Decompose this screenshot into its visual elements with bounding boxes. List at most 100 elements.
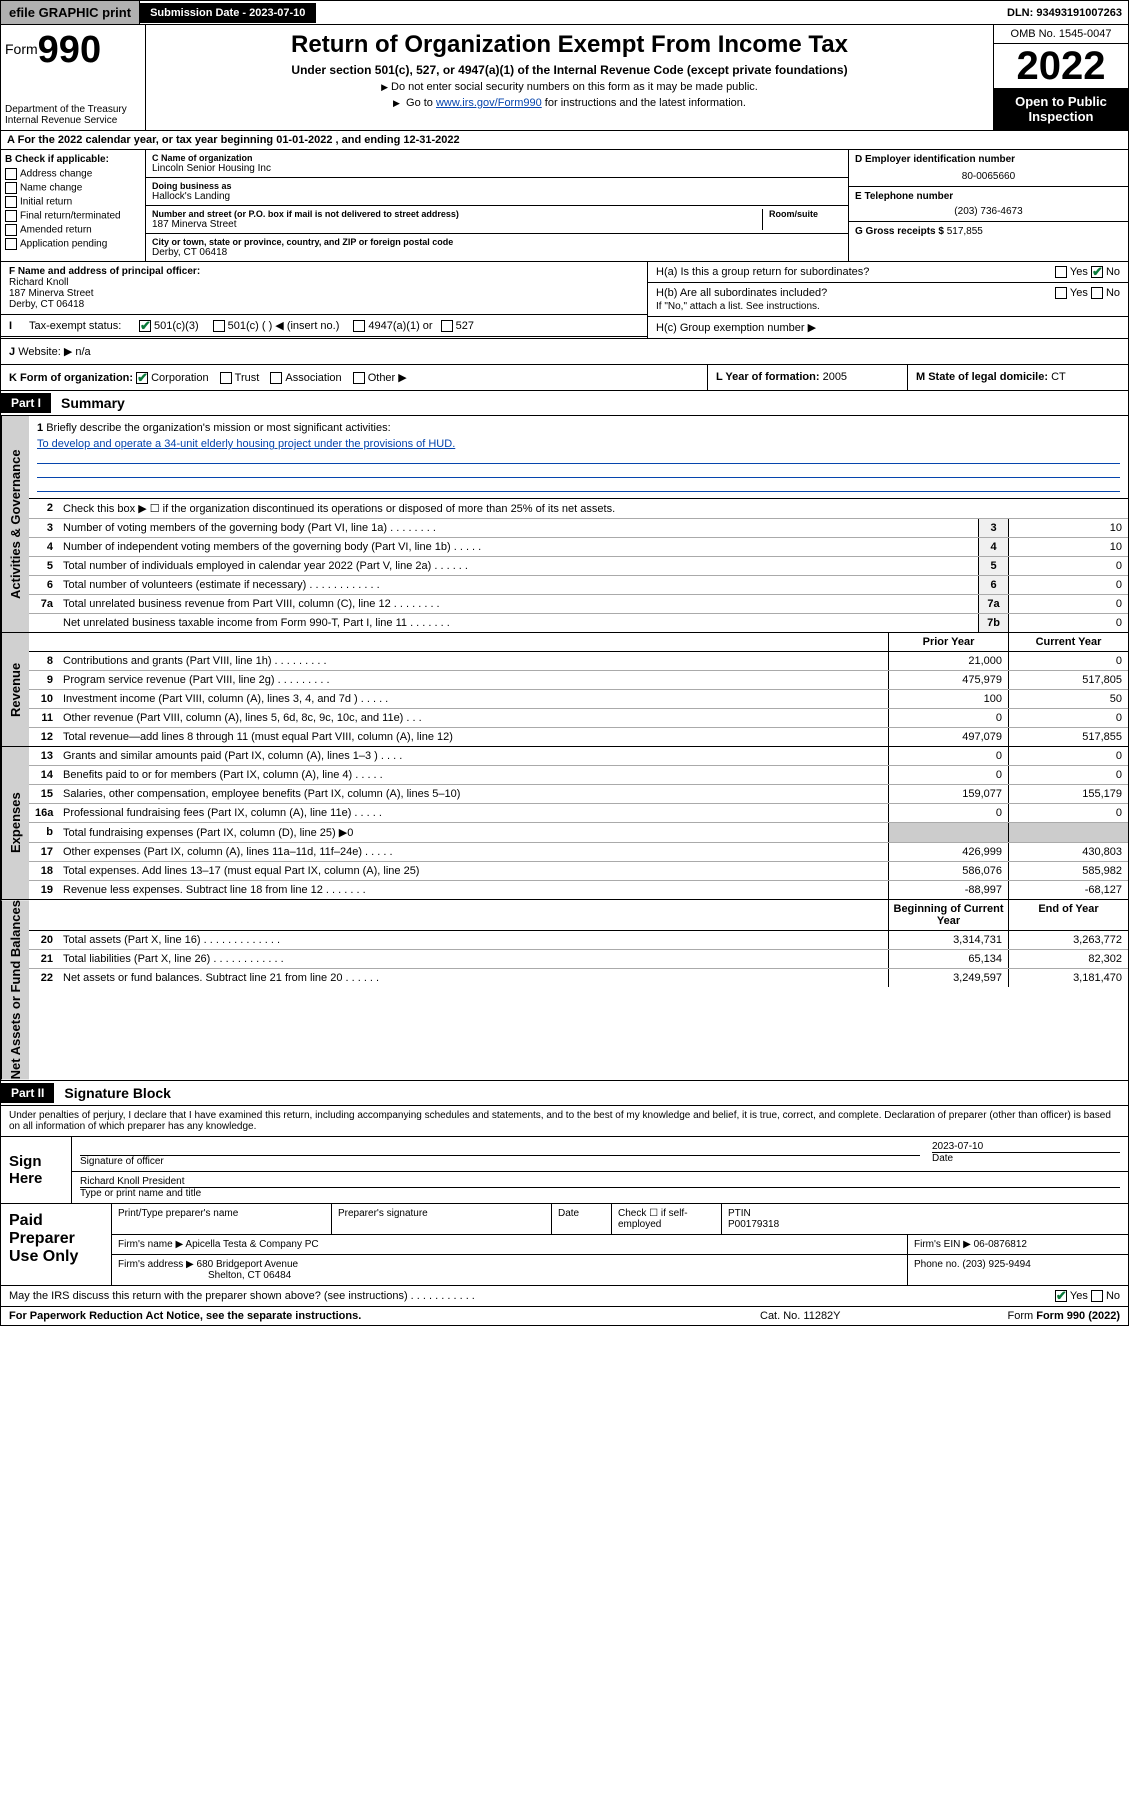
perjury-declaration: Under penalties of perjury, I declare th… bbox=[1, 1106, 1128, 1137]
netassets-line: 21Total liabilities (Part X, line 26) . … bbox=[29, 950, 1128, 969]
submission-date-button[interactable]: Submission Date - 2023-07-10 bbox=[140, 3, 316, 23]
revenue-line: 12Total revenue—add lines 8 through 11 (… bbox=[29, 728, 1128, 746]
gov-line: 3Number of voting members of the governi… bbox=[29, 519, 1128, 538]
page-footer: For Paperwork Reduction Act Notice, see … bbox=[0, 1307, 1129, 1326]
firm-name: Apicella Testa & Company PC bbox=[185, 1239, 318, 1250]
form-title: Return of Organization Exempt From Incom… bbox=[152, 31, 987, 59]
revenue-line: 10Investment income (Part VIII, column (… bbox=[29, 690, 1128, 709]
cb-corp[interactable] bbox=[136, 372, 148, 384]
box-c: C Name of organization Lincoln Senior Ho… bbox=[146, 150, 848, 261]
cb-4947[interactable] bbox=[353, 320, 365, 332]
state-domicile: CT bbox=[1051, 371, 1066, 383]
section-revenue: Revenue Prior YearCurrent Year 8Contribu… bbox=[0, 633, 1129, 747]
box-klm: K Form of organization: Corporation Trus… bbox=[0, 365, 1129, 391]
netassets-line: 22Net assets or fund balances. Subtract … bbox=[29, 969, 1128, 987]
sign-here-label: Sign Here bbox=[1, 1137, 71, 1203]
cb-hb-yes[interactable] bbox=[1055, 287, 1067, 299]
box-i: I Tax-exempt status: 501(c)(3) 501(c) ( … bbox=[1, 315, 647, 337]
part-1-header: Part I Summary bbox=[0, 391, 1129, 416]
main-info-block: B Check if applicable: Address change Na… bbox=[0, 150, 1129, 262]
signature-block: Under penalties of perjury, I declare th… bbox=[0, 1106, 1129, 1204]
open-public-badge: Open to Public Inspection bbox=[994, 88, 1128, 130]
form-header: Form990 Department of the TreasuryIntern… bbox=[0, 25, 1129, 131]
dba-name: Hallock's Landing bbox=[152, 191, 842, 202]
cb-527[interactable] bbox=[441, 320, 453, 332]
vtab-netassets: Net Assets or Fund Balances bbox=[1, 900, 29, 1079]
part-2-header: Part II Signature Block bbox=[0, 1081, 1129, 1106]
preparer-phone: (203) 925-9494 bbox=[962, 1259, 1030, 1270]
cb-trust[interactable] bbox=[220, 372, 232, 384]
revenue-line: 11Other revenue (Part VIII, column (A), … bbox=[29, 709, 1128, 728]
ein: 80-0065660 bbox=[855, 171, 1122, 182]
efile-button[interactable]: efile GRAPHIC print bbox=[1, 1, 140, 24]
org-name: Lincoln Senior Housing Inc bbox=[152, 163, 842, 174]
cb-hb-no[interactable] bbox=[1091, 287, 1103, 299]
vtab-governance: Activities & Governance bbox=[1, 416, 29, 632]
cb-other[interactable] bbox=[353, 372, 365, 384]
box-hc: H(c) Group exemption number ▶ bbox=[648, 317, 1128, 338]
omb-number: OMB No. 1545-0047 bbox=[994, 25, 1128, 44]
instructions-link[interactable]: www.irs.gov/Form990 bbox=[436, 97, 542, 109]
cb-final-return[interactable]: Final return/terminated bbox=[5, 210, 141, 222]
mission-text: To develop and operate a 34-unit elderly… bbox=[37, 438, 1120, 450]
box-ha: H(a) Is this a group return for subordin… bbox=[648, 262, 1128, 283]
expense-line: 16aProfessional fundraising fees (Part I… bbox=[29, 804, 1128, 823]
tax-year-row: A For the 2022 calendar year, or tax yea… bbox=[0, 131, 1129, 150]
box-hb: H(b) Are all subordinates included? Yes … bbox=[648, 283, 1128, 317]
info-lower: F Name and address of principal officer:… bbox=[0, 262, 1129, 339]
expense-line: bTotal fundraising expenses (Part IX, co… bbox=[29, 823, 1128, 843]
form-number: Form990 bbox=[5, 29, 141, 72]
box-f: F Name and address of principal officer:… bbox=[1, 262, 647, 315]
year-formation: 2005 bbox=[823, 371, 847, 383]
ssn-note: Do not enter social security numbers on … bbox=[152, 81, 987, 93]
dln-text: DLN: 93493191007263 bbox=[1001, 4, 1128, 22]
expense-line: 17Other expenses (Part IX, column (A), l… bbox=[29, 843, 1128, 862]
cb-name-change[interactable]: Name change bbox=[5, 182, 141, 194]
city-state-zip: Derby, CT 06418 bbox=[152, 247, 842, 258]
expense-line: 15Salaries, other compensation, employee… bbox=[29, 785, 1128, 804]
revenue-line: 9Program service revenue (Part VIII, lin… bbox=[29, 671, 1128, 690]
section-expenses: Expenses 13Grants and similar amounts pa… bbox=[0, 747, 1129, 900]
section-netassets: Net Assets or Fund Balances Beginning of… bbox=[0, 900, 1129, 1080]
expense-line: 14Benefits paid to or for members (Part … bbox=[29, 766, 1128, 785]
cb-amended[interactable]: Amended return bbox=[5, 224, 141, 236]
form-subtitle: Under section 501(c), 527, or 4947(a)(1)… bbox=[152, 63, 987, 77]
cb-ha-yes[interactable] bbox=[1055, 266, 1067, 278]
telephone: (203) 736-4673 bbox=[855, 206, 1122, 217]
cb-initial-return[interactable]: Initial return bbox=[5, 196, 141, 208]
cb-501c3[interactable] bbox=[139, 320, 151, 332]
firm-ein: 06-0876812 bbox=[974, 1239, 1027, 1250]
street-address: 187 Minerva Street bbox=[152, 219, 762, 230]
cb-discuss-no[interactable] bbox=[1091, 1290, 1103, 1302]
cb-address-change[interactable]: Address change bbox=[5, 168, 141, 180]
cb-501c[interactable] bbox=[213, 320, 225, 332]
discuss-row: May the IRS discuss this return with the… bbox=[0, 1286, 1129, 1307]
ptin: P00179318 bbox=[728, 1219, 779, 1230]
top-bar: efile GRAPHIC print Submission Date - 20… bbox=[0, 0, 1129, 25]
officer-name: Richard Knoll President bbox=[80, 1176, 185, 1187]
expense-line: 13Grants and similar amounts paid (Part … bbox=[29, 747, 1128, 766]
box-j: J Website: ▶ n/a bbox=[0, 339, 1129, 365]
gov-line: 6Total number of volunteers (estimate if… bbox=[29, 576, 1128, 595]
gov-line: 7aTotal unrelated business revenue from … bbox=[29, 595, 1128, 614]
gov-line: Net unrelated business taxable income fr… bbox=[29, 614, 1128, 632]
section-governance: Activities & Governance 1 Briefly descri… bbox=[0, 416, 1129, 633]
gov-line: 5Total number of individuals employed in… bbox=[29, 557, 1128, 576]
cb-assoc[interactable] bbox=[270, 372, 282, 384]
cb-app-pending[interactable]: Application pending bbox=[5, 238, 141, 250]
tax-year: 2022 bbox=[994, 44, 1128, 88]
gov-line: 4Number of independent voting members of… bbox=[29, 538, 1128, 557]
revenue-line: 8Contributions and grants (Part VIII, li… bbox=[29, 652, 1128, 671]
paid-preparer-block: Paid Preparer Use Only Print/Type prepar… bbox=[0, 1204, 1129, 1286]
netassets-line: 20Total assets (Part X, line 16) . . . .… bbox=[29, 931, 1128, 950]
gross-receipts: 517,855 bbox=[947, 226, 983, 237]
expense-line: 19Revenue less expenses. Subtract line 1… bbox=[29, 881, 1128, 899]
cb-discuss-yes[interactable] bbox=[1055, 1290, 1067, 1302]
expense-line: 18Total expenses. Add lines 13–17 (must … bbox=[29, 862, 1128, 881]
cb-ha-no[interactable] bbox=[1091, 266, 1103, 278]
vtab-revenue: Revenue bbox=[1, 633, 29, 746]
dept-treasury: Department of the TreasuryInternal Reven… bbox=[5, 104, 141, 126]
vtab-expenses: Expenses bbox=[1, 747, 29, 899]
instructions-link-row: Go to www.irs.gov/Form990 for instructio… bbox=[152, 97, 987, 109]
box-deg: D Employer identification number 80-0065… bbox=[848, 150, 1128, 261]
